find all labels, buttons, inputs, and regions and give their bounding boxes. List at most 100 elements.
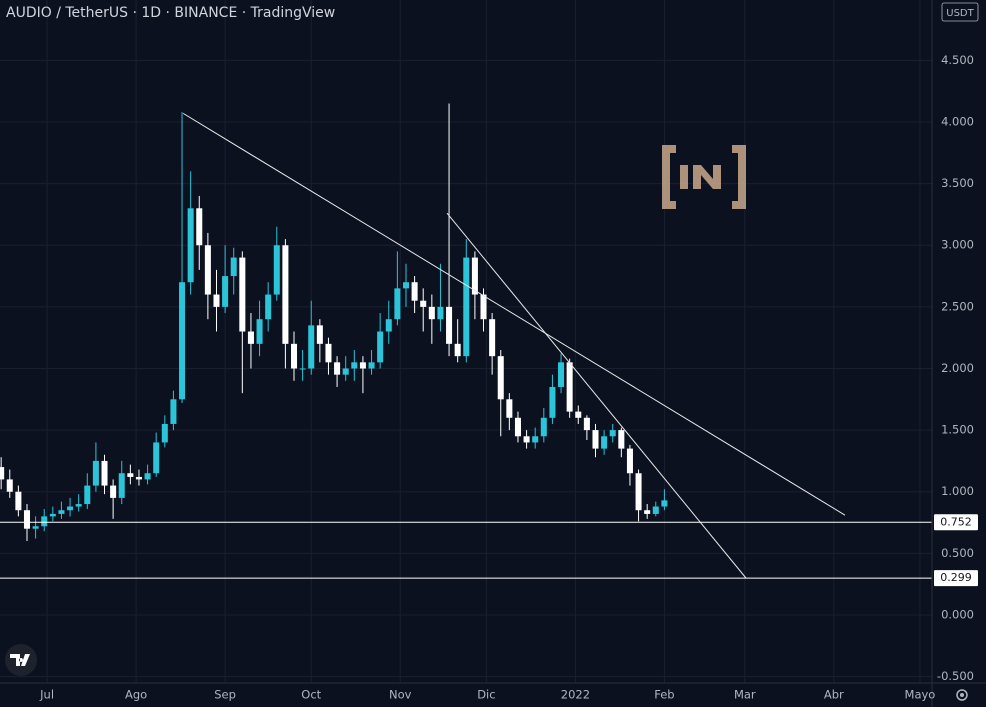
y-tick-label: 3.000 [941, 238, 974, 252]
y-tick-label: 4.500 [941, 53, 974, 67]
candle-body [489, 319, 496, 357]
x-tick-label: Feb [654, 688, 674, 702]
x-tick-label: Nov [389, 688, 412, 702]
y-tick-label: -0.500 [937, 669, 974, 683]
candle-body [601, 436, 608, 449]
candle-body [127, 473, 134, 477]
candle-body [471, 257, 478, 295]
x-tick-label: Abr [824, 688, 844, 702]
candle-body [58, 510, 65, 514]
candle-body [661, 500, 668, 507]
candle-body [566, 362, 573, 412]
y-tick-label: 3.500 [941, 176, 974, 190]
candle-body [497, 356, 504, 400]
candle-body [282, 245, 289, 344]
price-label-box [934, 514, 978, 531]
candle-body [480, 294, 487, 320]
settings-icon[interactable] [956, 689, 968, 701]
candle-body [144, 473, 151, 480]
x-tick-label: Sep [214, 688, 236, 702]
watermark-logo [662, 145, 746, 209]
candle-body [153, 442, 160, 474]
candle-body [394, 288, 401, 320]
candle-body [316, 325, 323, 344]
candle-body [523, 436, 530, 443]
candle-body [92, 460, 99, 486]
candle-body [532, 436, 539, 443]
x-tick-label: 2022 [561, 688, 590, 702]
trend-line [182, 112, 846, 516]
candle-body [437, 306, 444, 320]
candle-body [377, 331, 384, 363]
candle-body [67, 506, 74, 511]
candle-body [256, 319, 263, 344]
candle-body [213, 294, 220, 307]
candle-body [247, 331, 254, 344]
plot-area [0, 103, 932, 579]
candle-body [420, 300, 427, 307]
candle-body [558, 362, 565, 387]
candle-body [626, 448, 633, 474]
candle-body [402, 282, 410, 289]
candle-body [196, 208, 203, 246]
candle-body [368, 362, 375, 369]
y-tick-label: 1.500 [941, 423, 974, 437]
candle-body [454, 343, 461, 357]
y-tick-label: 0.500 [941, 546, 974, 560]
candle-body [135, 476, 142, 480]
candle-body [308, 325, 315, 369]
x-tick-label: Jul [39, 688, 54, 702]
candle-body [359, 362, 366, 369]
x-tick-label: Ago [125, 688, 147, 702]
x-tick-label: Mayo [905, 688, 936, 702]
candle-body [334, 362, 341, 375]
price-label: 0.299 [940, 571, 972, 584]
candle-body [179, 282, 186, 400]
y-tick-label: 2.000 [941, 361, 974, 375]
candle-body [540, 417, 547, 437]
candle-body [592, 430, 599, 449]
candle-body [514, 417, 521, 437]
candle-body [6, 479, 13, 492]
currency-badge [941, 2, 979, 22]
candle-body [325, 343, 332, 363]
candle-body [290, 343, 298, 369]
candle-body [118, 473, 125, 498]
candle-body [463, 257, 470, 357]
candle-body [161, 423, 168, 443]
candle-body [101, 460, 108, 486]
y-tick-label: 1.000 [941, 484, 974, 498]
candle-body [222, 276, 229, 307]
candle-body [230, 257, 237, 277]
candle-body [23, 510, 31, 529]
candle-body [49, 513, 56, 517]
candle-body [644, 510, 651, 514]
candle-body [265, 294, 272, 320]
y-tick-label: 2.500 [941, 299, 974, 313]
candle-body [385, 319, 392, 332]
candle-body [110, 485, 117, 498]
candle-body [618, 430, 625, 449]
trend-line [446, 212, 747, 579]
tradingview-logo[interactable] [5, 644, 37, 676]
price-label: 0.752 [940, 515, 972, 528]
y-tick-label: 0.000 [941, 607, 974, 621]
candle-body [75, 504, 82, 507]
y-tick-label: 4.000 [941, 115, 974, 129]
candle-body [32, 526, 39, 529]
candle-body [239, 257, 246, 332]
x-tick-label: Oct [301, 688, 321, 702]
candle-body [428, 306, 435, 320]
currency-label: USDT [946, 8, 974, 19]
x-tick-label: Dic [477, 688, 495, 702]
candle-body [204, 245, 211, 295]
candle-body [575, 411, 582, 418]
candle-body [299, 368, 306, 370]
candle-body [609, 430, 616, 437]
price-label-box [934, 570, 978, 587]
candle-body [351, 362, 358, 369]
candle-body [652, 506, 659, 514]
candle-body [15, 491, 22, 511]
candle-body [170, 399, 177, 424]
